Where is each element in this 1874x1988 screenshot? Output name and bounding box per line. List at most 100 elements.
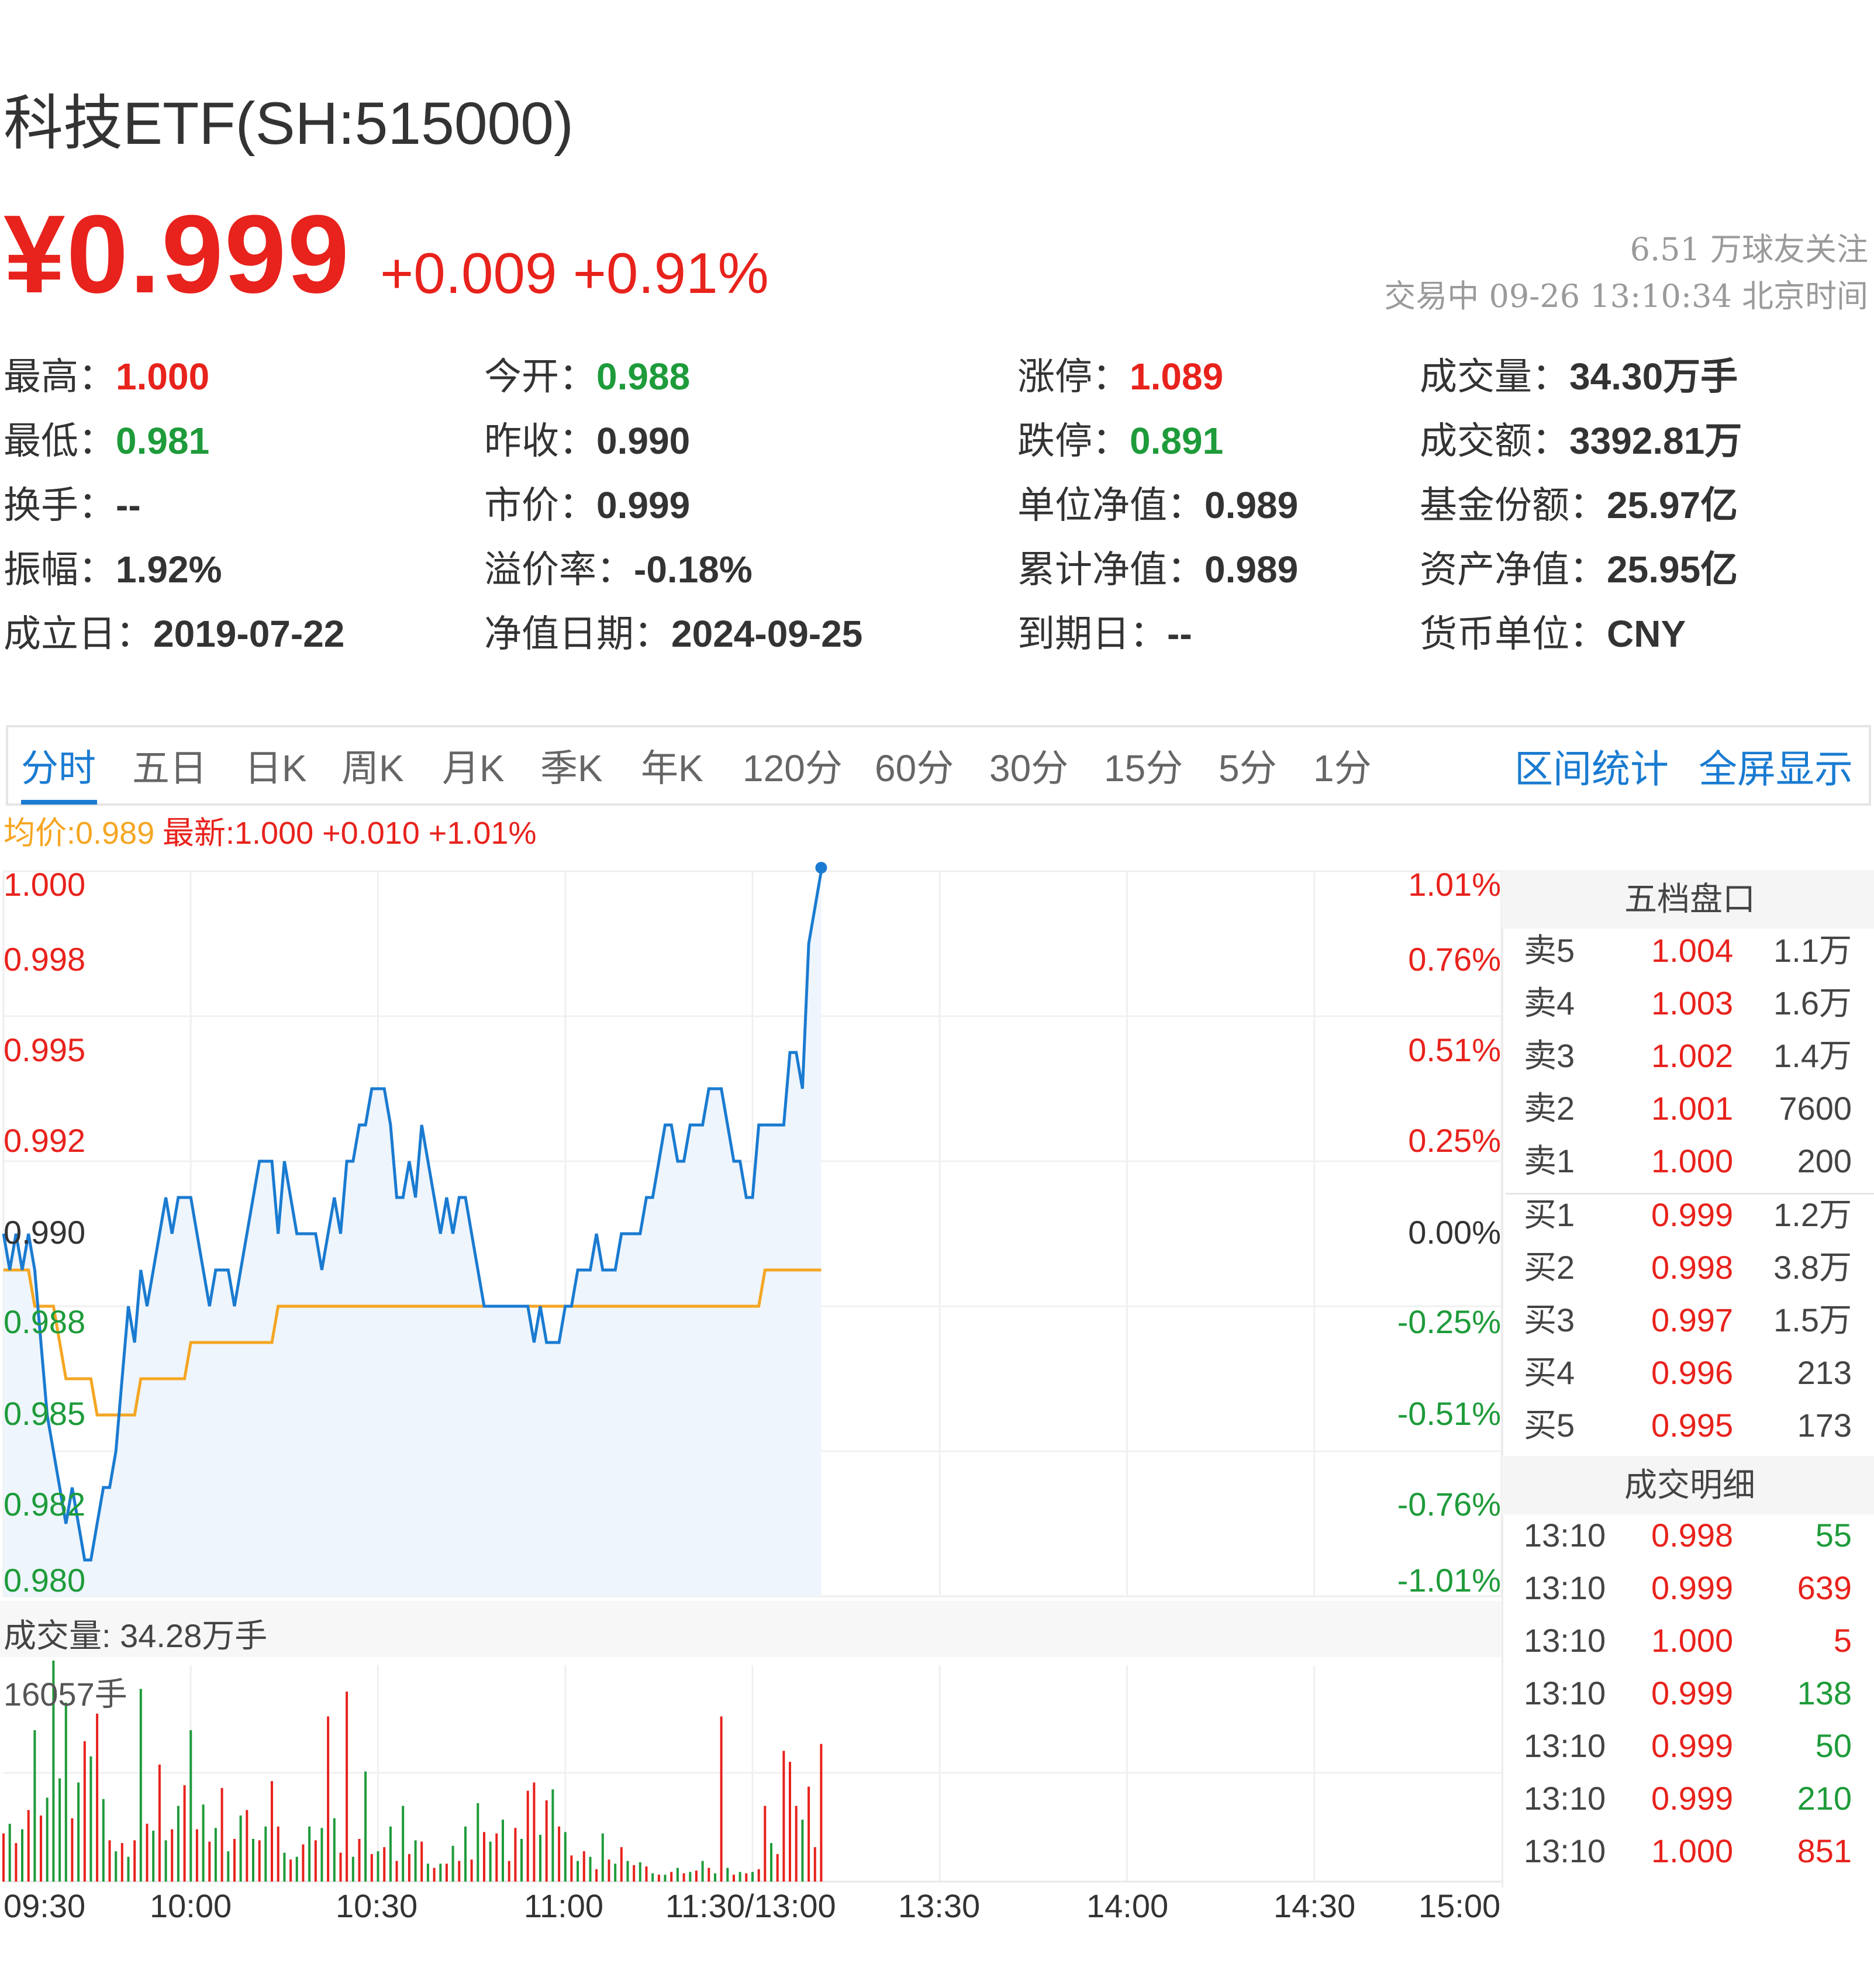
quote-value: --	[116, 484, 141, 526]
volume-bar	[158, 1764, 161, 1882]
side-panel	[1502, 870, 1874, 1887]
fullscreen-link[interactable]: 全屏显示	[1699, 747, 1853, 791]
volume-bar	[807, 1786, 810, 1882]
volume-bar	[402, 1806, 405, 1882]
volume-bar	[445, 1863, 448, 1882]
quote-item: 到期日：--	[1017, 615, 1192, 653]
volume-bar	[295, 1856, 298, 1882]
period-tabs-bar	[6, 725, 1871, 806]
tab-11[interactable]: 5分	[1219, 747, 1277, 789]
tab-1[interactable]: 五日	[132, 747, 207, 789]
quote-value: 3392.81万	[1569, 420, 1742, 462]
volume-bar	[483, 1832, 485, 1882]
volume-bar	[108, 1840, 111, 1882]
volume-bar	[789, 1762, 791, 1882]
volume-bar	[770, 1843, 772, 1882]
trades-title: 成交明细	[1624, 1466, 1755, 1503]
tab-12[interactable]: 1分	[1313, 747, 1372, 789]
trade-time: 13:10	[1524, 1780, 1606, 1817]
order-level-volume: 200	[1797, 1143, 1852, 1179]
volume-bar	[426, 1863, 429, 1882]
quote-label: 涨停：	[1017, 356, 1130, 398]
quote-item: 最低：0.981	[4, 422, 209, 460]
y-tick-right: 0.25%	[1408, 1122, 1501, 1159]
trade-volume: 138	[1797, 1675, 1852, 1711]
volume-bar	[676, 1868, 679, 1882]
volume-bar	[246, 1810, 249, 1882]
range-stats-link[interactable]: 区间统计	[1514, 747, 1669, 791]
volume-bar	[102, 1799, 105, 1882]
tab-6[interactable]: 年K	[641, 747, 703, 789]
volume-bars	[2, 1661, 823, 1882]
latest-price-dot	[815, 862, 827, 874]
volume-bar	[339, 1852, 342, 1882]
volume-bar	[277, 1826, 279, 1882]
tab-8[interactable]: 60分	[875, 747, 954, 789]
volume-bar	[564, 1832, 567, 1882]
price-change: +0.009 +0.91%	[380, 241, 769, 305]
quote-label: 溢价率：	[484, 548, 634, 591]
tab-4[interactable]: 月K	[442, 747, 505, 789]
quote-value: 0.990	[596, 420, 691, 462]
order-level-volume: 213	[1797, 1354, 1852, 1391]
y-tick-right: 0.51%	[1408, 1031, 1501, 1068]
volume-bar	[595, 1869, 598, 1882]
y-tick-left: 0.995	[4, 1031, 86, 1068]
order-level-volume: 7600	[1779, 1090, 1852, 1127]
volume-bar	[33, 1730, 36, 1882]
volume-bar	[71, 1818, 74, 1882]
quote-label: 今开：	[484, 356, 596, 398]
volume-bar	[795, 1806, 798, 1882]
order-level-label: 卖4	[1524, 985, 1575, 1021]
volume-bar	[764, 1806, 767, 1882]
y-tick-left: 1.000	[4, 866, 86, 903]
trade-time: 13:10	[1524, 1675, 1606, 1711]
volume-bar	[233, 1839, 236, 1882]
quote-value: 0.989	[1205, 484, 1299, 526]
quote-item: 换手：--	[4, 486, 141, 524]
x-tick: 13:30	[898, 1887, 981, 1924]
quote-value: -0.18%	[634, 548, 753, 591]
quote-value: 1.92%	[116, 548, 222, 591]
quote-item: 今开：0.988	[484, 358, 690, 395]
quote-item: 振幅：1.92%	[4, 551, 222, 588]
quote-value: 0.891	[1130, 420, 1224, 462]
volume-bar	[208, 1841, 211, 1882]
quote-item: 昨收：0.990	[484, 422, 690, 460]
volume-bar	[589, 1856, 592, 1882]
tab-5[interactable]: 季K	[540, 747, 603, 789]
volume-bar	[539, 1835, 541, 1882]
volume-bar	[508, 1861, 510, 1882]
quote-item: 成交量：34.30万手	[1420, 358, 1738, 395]
tab-3[interactable]: 周K	[341, 747, 404, 789]
volume-bar	[551, 1789, 554, 1882]
tab-7[interactable]: 120分	[743, 747, 843, 789]
volume-bar	[820, 1744, 823, 1882]
y-tick-left: 0.985	[4, 1395, 86, 1432]
order-level-label: 买5	[1524, 1407, 1575, 1444]
quote-item: 成交额：3392.81万	[1420, 422, 1742, 460]
tab-10[interactable]: 15分	[1104, 747, 1183, 789]
tab-9[interactable]: 30分	[989, 747, 1069, 789]
quote-value: --	[1167, 613, 1192, 655]
order-level-label: 卖5	[1524, 932, 1575, 969]
quote-label: 资产净值：	[1420, 548, 1607, 591]
stock-name: 科技ETF(SH:515000)	[4, 90, 574, 157]
quote-value: CNY	[1607, 613, 1686, 655]
volume-bar	[302, 1844, 305, 1882]
volume-bar	[21, 1829, 23, 1882]
volume-bar	[83, 1741, 86, 1882]
volume-bar	[164, 1840, 167, 1882]
quote-label: 最低：	[4, 420, 116, 462]
tab-0[interactable]: 分时	[21, 747, 96, 789]
volume-bar	[258, 1840, 261, 1882]
volume-bar	[127, 1856, 130, 1882]
quote-label: 累计净值：	[1017, 548, 1205, 591]
order-level-volume: 3.8万	[1773, 1249, 1852, 1286]
tab-2[interactable]: 日K	[244, 747, 307, 789]
volume-bar	[745, 1873, 748, 1882]
volume-bar	[146, 1824, 149, 1882]
volume-bar	[202, 1804, 205, 1882]
order-book-header-bg	[1502, 870, 1874, 929]
